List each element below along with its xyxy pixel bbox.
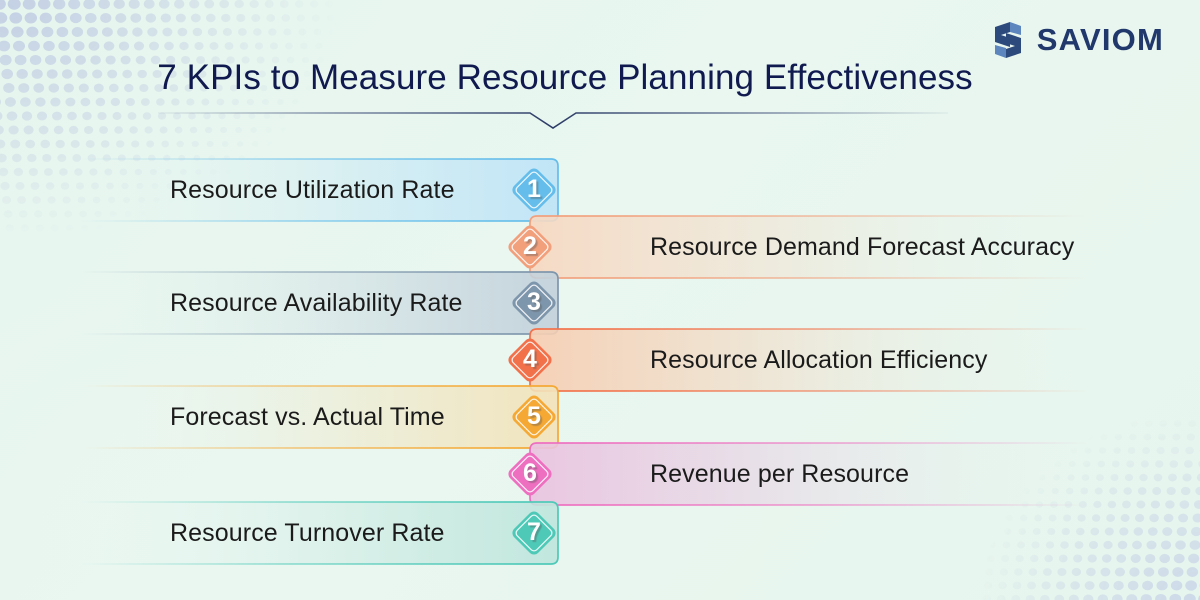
brand-logo: SAVIOM [990,20,1164,60]
kpi-label: Forecast vs. Actual Time [170,402,445,431]
kpi-badge-6[interactable]: 6 [502,446,558,502]
kpi-row-6[interactable]: Revenue per Resource 6 [508,441,1090,507]
kpi-row-5[interactable]: Forecast vs. Actual Time 5 [78,384,559,450]
kpi-row-2[interactable]: Resource Demand Forecast Accuracy 2 [508,214,1090,280]
kpi-row-7[interactable]: Resource Turnover Rate 7 [78,500,559,566]
kpi-row-3[interactable]: Resource Availability Rate 3 [78,270,559,336]
kpi-badge-number: 6 [523,459,537,487]
kpi-badge-number: 3 [527,288,541,316]
kpi-label: Resource Demand Forecast Accuracy [650,232,1075,261]
brand-name: SAVIOM [1036,22,1164,57]
kpi-badge-number: 7 [527,518,541,546]
kpi-badge-2[interactable]: 2 [502,219,558,275]
kpi-badge-4[interactable]: 4 [502,332,558,388]
kpi-label: Resource Turnover Rate [170,518,445,547]
page-title: 7 KPIs to Measure Resource Planning Effe… [157,58,973,97]
kpi-ribbon-7 [78,500,559,566]
kpi-badge-number: 1 [527,175,541,203]
kpi-label: Revenue per Resource [650,459,910,488]
kpi-badge-1[interactable]: 1 [506,162,562,218]
kpi-label: Resource Availability Rate [170,288,463,317]
kpi-badge-7[interactable]: 7 [506,505,562,561]
kpi-badge-3[interactable]: 3 [506,275,562,331]
kpi-label: Resource Utilization Rate [170,175,455,204]
chevron-down-divider-icon [158,112,948,129]
saviom-s-logo-icon [994,22,1021,58]
kpi-row-4[interactable]: Resource Allocation Efficiency 4 [508,327,1090,393]
kpi-badge-number: 4 [523,345,537,373]
kpi-badge-5[interactable]: 5 [506,389,562,445]
title-divider [158,104,948,130]
kpi-row-1[interactable]: Resource Utilization Rate 1 [78,157,559,223]
kpi-badge-number: 5 [527,402,541,430]
kpi-badge-number: 2 [523,232,537,260]
kpi-label: Resource Allocation Efficiency [650,345,988,374]
